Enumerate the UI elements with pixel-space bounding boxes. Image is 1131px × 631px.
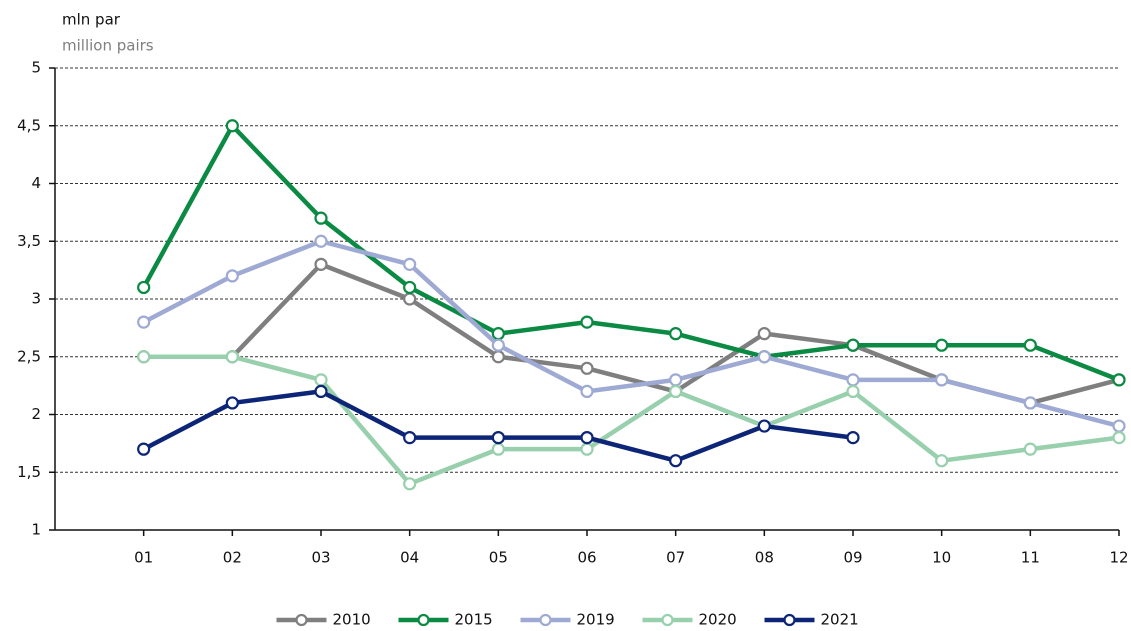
point: [137, 350, 151, 364]
point: [491, 350, 505, 364]
point: [935, 373, 949, 387]
x-tick-label: 10: [932, 549, 951, 567]
point: [403, 431, 417, 445]
point: [757, 327, 771, 341]
legend-marker: [295, 613, 308, 627]
point: [1023, 442, 1037, 456]
x-tick-label: 03: [311, 549, 330, 567]
point: [580, 315, 594, 329]
point: [491, 338, 505, 352]
y-tick-label: 5: [31, 59, 41, 77]
point: [403, 257, 417, 271]
chart-subtitle: million pairs: [62, 37, 154, 55]
legend-label: 2021: [821, 611, 859, 629]
point: [137, 315, 151, 329]
legend-label: 2019: [577, 611, 615, 629]
point: [225, 350, 239, 364]
point: [669, 373, 683, 387]
point: [1112, 431, 1126, 445]
point: [1112, 373, 1126, 387]
x-tick-label: 01: [134, 549, 153, 567]
y-tick-label: 1,5: [17, 463, 41, 481]
point: [580, 431, 594, 445]
point: [314, 234, 328, 248]
point: [491, 327, 505, 341]
point: [225, 119, 239, 133]
y-tick-label: 4,5: [17, 116, 41, 134]
point: [1023, 396, 1037, 410]
point: [757, 350, 771, 364]
point: [403, 292, 417, 306]
x-tick-label: 12: [1109, 549, 1128, 567]
point: [314, 373, 328, 387]
point: [314, 257, 328, 271]
legend-label: 2020: [699, 611, 737, 629]
point: [1023, 338, 1037, 352]
point: [757, 419, 771, 433]
x-tick-label: 06: [577, 549, 596, 567]
point: [846, 338, 860, 352]
x-tick-label: 08: [755, 549, 774, 567]
point: [137, 280, 151, 295]
x-tick-label: 05: [489, 549, 508, 567]
x-tick-label: 09: [843, 549, 862, 567]
y-tick-label: 4: [31, 174, 41, 192]
y-tick-label: 3,5: [17, 232, 41, 250]
point: [580, 361, 594, 375]
point: [137, 442, 151, 456]
chart-title: mln par: [62, 11, 121, 29]
series-line: [141, 123, 1120, 382]
point: [314, 211, 328, 225]
point: [403, 477, 417, 491]
x-tick-label: 02: [223, 549, 242, 567]
point: [403, 280, 417, 295]
legend-marker: [661, 613, 674, 627]
point: [580, 384, 594, 398]
series-line: [143, 354, 1120, 487]
y-tick-label: 2: [31, 405, 41, 423]
point: [846, 373, 860, 387]
point: [580, 442, 594, 456]
legend-label: 2015: [455, 611, 493, 629]
x-tick-label: 11: [1021, 549, 1040, 567]
y-tick-label: 3: [31, 290, 41, 308]
point: [669, 384, 683, 398]
legend-marker: [417, 613, 430, 627]
point: [491, 442, 505, 456]
y-tick-label: 1: [31, 521, 41, 539]
legend-label: 2010: [333, 611, 371, 629]
series-line: [143, 262, 1120, 406]
x-tick-label: 04: [400, 549, 419, 567]
point: [225, 269, 239, 283]
point: [225, 396, 239, 410]
point: [1112, 419, 1126, 433]
y-tick-label: 2,5: [17, 347, 41, 365]
point: [314, 384, 328, 398]
point: [491, 431, 505, 445]
point: [935, 454, 949, 468]
point: [669, 327, 683, 341]
point: [669, 454, 683, 468]
point: [846, 431, 860, 445]
x-tick-label: 07: [666, 549, 685, 567]
series-line: [142, 239, 1120, 429]
point: [935, 338, 949, 352]
legend-marker: [539, 613, 552, 627]
point: [846, 384, 860, 398]
legend-marker: [783, 613, 796, 627]
